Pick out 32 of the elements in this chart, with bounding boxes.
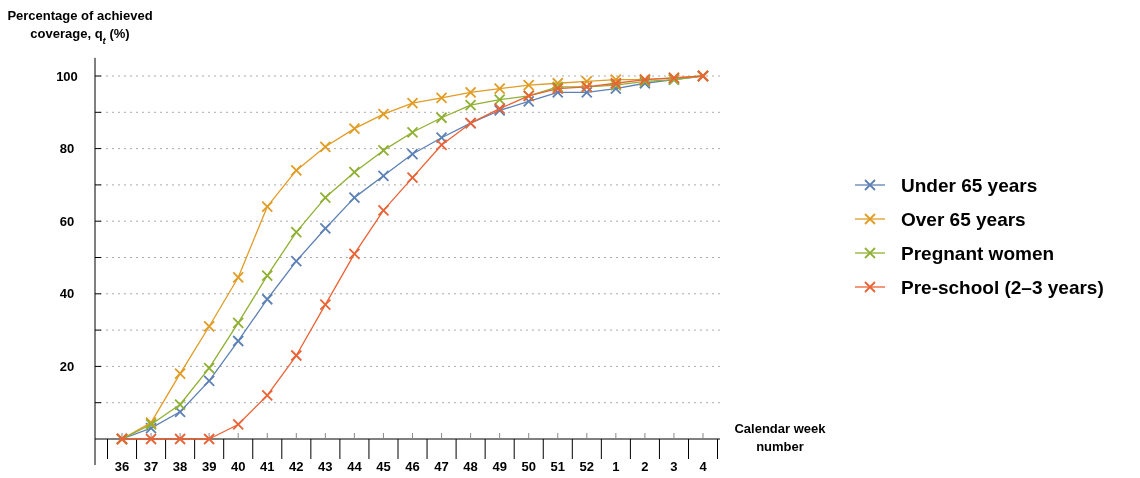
y-tick-label: 80 (59, 141, 75, 157)
x-tick-label: 40 (230, 459, 246, 474)
x-tick-label: 44 (347, 459, 363, 474)
x-axis-title: Calendar week number (734, 421, 827, 454)
x-tick-label: 51 (550, 459, 565, 474)
legend-label: Pregnant women (901, 243, 1055, 264)
legend-label: Pre-school (2–3 years) (901, 277, 1104, 298)
x-tick-label: 47 (434, 459, 449, 474)
x-tick-label: 48 (463, 459, 478, 474)
legend-label: Over 65 years (901, 209, 1026, 230)
x-tick-label: 42 (289, 459, 304, 474)
x-tick-label: 39 (201, 459, 217, 474)
y-axis-title: Percentage of achieved coverage, q$_{t}$ (%) (7, 8, 153, 46)
x-tick-label: 2 (641, 459, 649, 474)
y-tick-label: 40 (59, 286, 75, 302)
x-tick-label: 49 (492, 459, 507, 474)
x-tick-label: 4 (699, 459, 708, 474)
x-tick-label: 45 (376, 459, 391, 474)
x-tick-label: 50 (521, 459, 536, 474)
x-tick-label: 1 (612, 459, 620, 474)
x-tick-label: 52 (579, 459, 595, 474)
x-tick-label: 37 (143, 459, 159, 474)
legend-label: Under 65 years (901, 175, 1038, 196)
x-tick-label: 38 (172, 459, 188, 474)
x-tick-label: 36 (114, 459, 130, 474)
y-tick-label: 100 (56, 68, 78, 84)
y-tick-label: 20 (59, 358, 75, 374)
x-tick-label: 43 (318, 459, 333, 474)
x-tick-label: 3 (670, 459, 678, 474)
y-tick-label: 60 (59, 213, 75, 229)
x-tick-label: 46 (405, 459, 420, 474)
x-tick-label: 41 (260, 459, 275, 474)
